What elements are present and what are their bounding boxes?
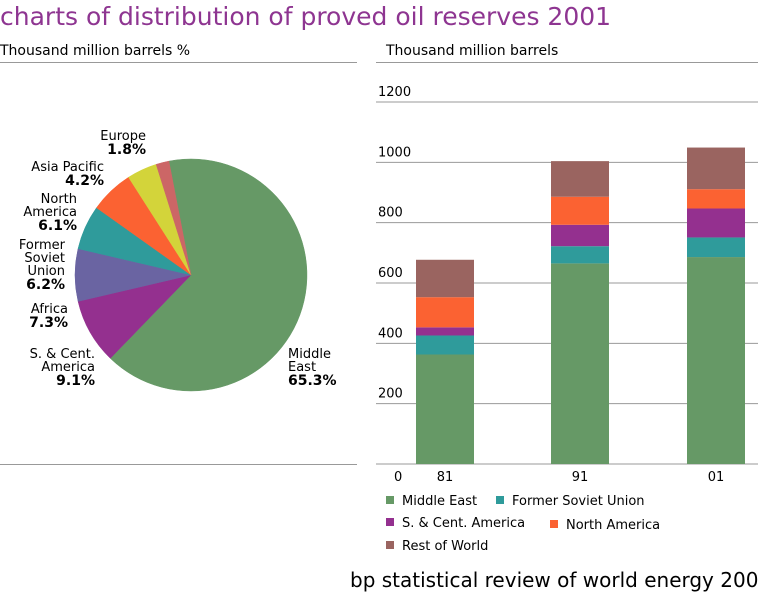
y-tick-label: 800 — [378, 206, 403, 221]
legend-swatch — [550, 520, 558, 528]
legend-swatch — [496, 496, 504, 504]
bar-segment-s-cent-america-81 — [416, 327, 474, 336]
pie-value-label-s-cent-america: 9.1% — [56, 373, 95, 389]
legend-item-former-soviet-union: Former Soviet Union — [496, 494, 645, 509]
page-title: charts of distribution of proved oil res… — [0, 2, 612, 31]
legend-label: Former Soviet Union — [512, 494, 645, 509]
legend-item-middle-east: Middle East — [386, 494, 477, 509]
legend-label: North America — [566, 518, 661, 533]
pie-label-s-cent-america: America — [41, 360, 95, 375]
pie-chart-subtitle: Thousand million barrels % — [0, 43, 191, 59]
pie-label-north-america: America — [23, 205, 77, 220]
y-tick-label: 600 — [378, 266, 403, 281]
x-tick-label: 81 — [437, 470, 454, 485]
y-tick-label: 400 — [378, 326, 403, 341]
pie-value-label-middle-east: 65.3% — [288, 373, 337, 389]
pie-label-middle-east: East — [288, 360, 316, 375]
pie-value-label-africa: 7.3% — [29, 315, 68, 331]
pie-label-former-soviet-union: Former — [19, 238, 66, 253]
y-tick-label: 200 — [378, 387, 403, 402]
bar-segment-s-cent-america-91 — [551, 224, 609, 247]
bar-segment-middle-east-81 — [416, 354, 474, 464]
bar-segment-former-soviet-union-81 — [416, 335, 474, 355]
legend-swatch — [386, 496, 394, 504]
y-tick-label: 1000 — [378, 145, 411, 160]
pie-label-s-cent-america: S. & Cent. — [30, 347, 95, 362]
footer-source: bp statistical review of world energy 20… — [350, 568, 758, 592]
bar-segment-north-america-01 — [687, 189, 745, 209]
pie-label-asia-pacific: Asia Pacific — [31, 160, 104, 175]
y-tick-label: 1200 — [378, 85, 411, 100]
pie-label-former-soviet-union: Union — [27, 264, 65, 279]
y-tick-label: 0 — [394, 470, 402, 485]
pie-value-label-asia-pacific: 4.2% — [65, 173, 104, 189]
right-divider — [376, 62, 758, 63]
pie-label-middle-east: Middle — [288, 347, 331, 362]
pie-value-label-north-america: 6.1% — [38, 218, 77, 234]
pie-value-label-former-soviet-union: 6.2% — [26, 277, 65, 293]
pie-slice-europe — [155, 160, 192, 276]
pie-label-former-soviet-union: Soviet — [24, 251, 65, 266]
bar-chart-subtitle: Thousand million barrels — [386, 43, 559, 59]
legend-label: Rest of World — [402, 539, 489, 554]
left-bottom-divider — [0, 464, 357, 465]
pie-label-africa: Africa — [31, 302, 68, 317]
legend-item-s-cent-america: S. & Cent. America — [386, 516, 525, 531]
bar-segment-rest-of-world-01 — [687, 147, 745, 190]
x-tick-label: 01 — [708, 470, 725, 485]
bar-segment-north-america-81 — [416, 297, 474, 328]
bar-segment-rest-of-world-91 — [551, 161, 609, 197]
pie-label-europe: Europe — [100, 129, 146, 144]
pie-label-north-america: North — [41, 192, 77, 207]
legend-item-rest-of-world: Rest of World — [386, 539, 488, 554]
left-divider — [0, 62, 357, 63]
bar-segment-s-cent-america-01 — [687, 208, 745, 238]
legend-item-north-america: North America — [550, 518, 660, 533]
bar-segment-former-soviet-union-91 — [551, 246, 609, 264]
legend-swatch — [386, 518, 394, 526]
bar-segment-rest-of-world-81 — [416, 259, 474, 298]
legend-swatch — [386, 541, 394, 549]
bar-segment-middle-east-91 — [551, 263, 609, 464]
bar-segment-former-soviet-union-01 — [687, 237, 745, 258]
pie-slice-middle-east — [109, 158, 308, 392]
legend-label: S. & Cent. America — [402, 516, 526, 531]
x-tick-label: 91 — [572, 470, 589, 485]
pie-value-label-europe: 1.8% — [107, 142, 146, 158]
bar-segment-north-america-91 — [551, 196, 609, 225]
legend-label: Middle East — [402, 494, 478, 509]
bar-segment-middle-east-01 — [687, 257, 745, 464]
